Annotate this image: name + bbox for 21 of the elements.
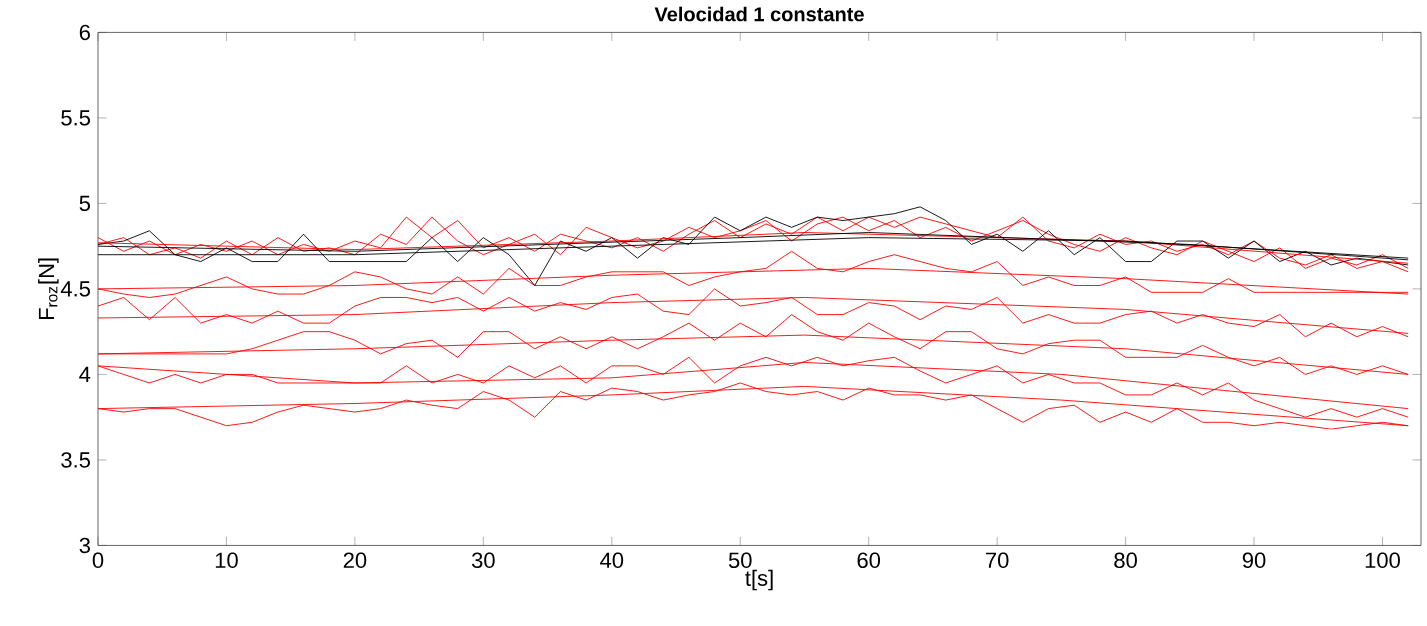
x-tick-label: 20 bbox=[343, 552, 367, 568]
y-tick-label: 5 bbox=[79, 195, 90, 211]
x-tick-label: 30 bbox=[471, 552, 495, 568]
y-tick-label: 3 bbox=[79, 537, 90, 554]
x-tick-label: 80 bbox=[1114, 552, 1137, 568]
x-tick-label: 0 bbox=[92, 552, 104, 568]
x-tick-label: 10 bbox=[215, 552, 238, 568]
x-axis-title: t[s] bbox=[745, 569, 773, 591]
x-tick-label: 70 bbox=[986, 552, 1009, 568]
x-tick-label: 100 bbox=[1365, 552, 1400, 568]
x-tick-label: 40 bbox=[600, 552, 624, 568]
y-axis-title: F$_{roz}$[N] bbox=[38, 258, 59, 319]
x-tick-label: 60 bbox=[857, 552, 881, 568]
y-tick-label: 5.5 bbox=[61, 110, 90, 126]
x-tick-label: 90 bbox=[1242, 552, 1266, 568]
y-tick-label: 6 bbox=[79, 24, 90, 41]
y-tick-label: 4.5 bbox=[60, 281, 90, 297]
y-tick-label: 3.5 bbox=[61, 451, 90, 468]
x-tick-label: 50 bbox=[728, 552, 752, 568]
y-tick-label: 4 bbox=[79, 366, 91, 382]
chart-title: Velocidad 1 constante bbox=[654, 6, 864, 22]
